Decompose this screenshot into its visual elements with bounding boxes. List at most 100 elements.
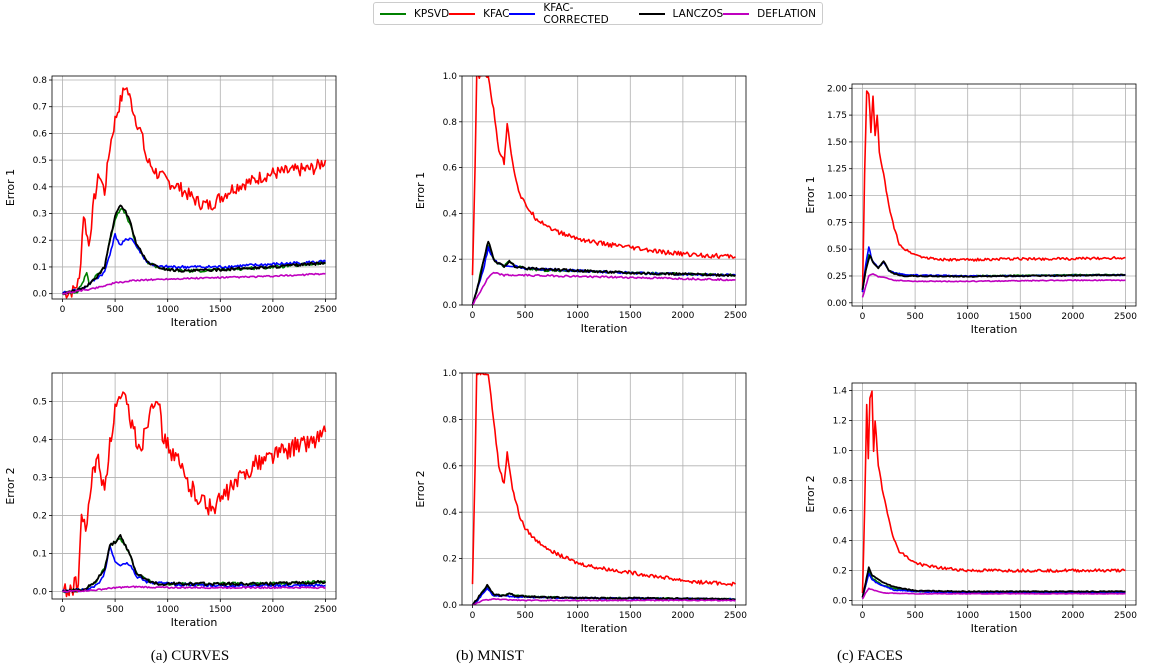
y-tick-label: 0.6 bbox=[443, 462, 458, 472]
y-tick-label: 0.0 bbox=[833, 597, 848, 607]
y-tick-label: 0.6 bbox=[33, 129, 48, 139]
series-line-kfac bbox=[61, 391, 327, 598]
legend-swatch bbox=[509, 12, 536, 15]
plot-frame bbox=[851, 382, 1137, 606]
series-line-lanczos bbox=[861, 254, 1126, 291]
series-group bbox=[861, 390, 1126, 600]
x-tick-label: 2000 bbox=[261, 605, 284, 615]
series-line-deflation bbox=[861, 273, 1126, 298]
y-axis-label: Error 2 bbox=[414, 470, 427, 507]
y-tick-label: 0.4 bbox=[33, 435, 48, 445]
legend-item-kfac: KFAC bbox=[449, 8, 509, 20]
series-line-kfac bbox=[471, 76, 736, 276]
legend-label: KFAC bbox=[483, 7, 510, 20]
y-tick-label: 0.0 bbox=[33, 290, 48, 300]
legend-swatch bbox=[638, 12, 665, 15]
x-axis-label: Iteration bbox=[581, 622, 628, 635]
x-axis-label: Iteration bbox=[971, 622, 1018, 635]
y-tick-label: 0.8 bbox=[443, 415, 458, 425]
chart-mnist-error2: 0 500 1000 1500 2000 2500 0.0 0.2 0.4 0.6 0.8 1.0 It… bbox=[414, 369, 747, 635]
x-tick-label: 1500 bbox=[619, 311, 642, 321]
chart-legend: KPSVD KFAC KFAC-CORRECTED LANCZOS DEFLAT… bbox=[373, 2, 823, 26]
x-tick-label: 1000 bbox=[956, 312, 979, 322]
y-axis-label: Error 2 bbox=[804, 475, 817, 512]
x-tick-label: 0 bbox=[860, 611, 866, 621]
series-group bbox=[471, 76, 736, 305]
series-group bbox=[61, 87, 327, 299]
series-line-kfac bbox=[861, 90, 1126, 293]
series-group bbox=[861, 90, 1126, 298]
y-axis-label: Error 1 bbox=[4, 169, 17, 206]
legend-swatch bbox=[449, 12, 476, 15]
y-axis-label: Error 1 bbox=[804, 176, 817, 213]
x-tick-label: 2500 bbox=[1114, 611, 1137, 621]
y-tick-label: 0.50 bbox=[827, 245, 847, 255]
y-tick-label: 0.75 bbox=[827, 218, 847, 228]
x-tick-label: 1000 bbox=[566, 311, 589, 321]
series-line-kfac-corrected bbox=[61, 232, 327, 295]
y-tick-label: 0.4 bbox=[833, 537, 848, 547]
series-line-deflation bbox=[472, 598, 736, 605]
x-axis-label: Iteration bbox=[581, 322, 628, 335]
series-line-deflation bbox=[62, 585, 326, 593]
x-axis-label: Iteration bbox=[171, 316, 218, 329]
caption-faces: (c) FACES bbox=[837, 648, 903, 664]
x-tick-label: 1000 bbox=[156, 305, 179, 315]
series-group bbox=[471, 373, 736, 605]
y-tick-label: 1.4 bbox=[833, 387, 848, 397]
y-axis-label: Error 2 bbox=[4, 467, 17, 504]
y-tick-label: 1.0 bbox=[443, 369, 458, 379]
x-tick-label: 2500 bbox=[1114, 312, 1137, 322]
x-tick-label: 0 bbox=[470, 311, 476, 321]
x-tick-label: 2500 bbox=[724, 611, 747, 621]
x-tick-label: 2000 bbox=[1061, 312, 1084, 322]
plot-frame bbox=[51, 75, 337, 300]
series-line-deflation bbox=[62, 272, 326, 295]
series-line-kpsvd bbox=[472, 585, 736, 605]
series-group bbox=[61, 391, 327, 598]
legend-label: KPSVD bbox=[414, 7, 450, 20]
y-tick-label: 0.3 bbox=[33, 210, 47, 220]
legend-label: KFAC-CORRECTED bbox=[543, 1, 609, 26]
legend-label: DEFLATION bbox=[757, 7, 816, 20]
x-tick-label: 1000 bbox=[956, 611, 979, 621]
y-tick-label: 0.1 bbox=[33, 549, 47, 559]
legend-item-kfac-corrected: KFAC-CORRECTED bbox=[509, 2, 638, 26]
y-tick-label: 1.75 bbox=[827, 111, 847, 121]
x-tick-label: 2500 bbox=[314, 605, 337, 615]
y-tick-label: 0.8 bbox=[443, 118, 458, 128]
y-tick-label: 0.3 bbox=[33, 473, 47, 483]
x-tick-label: 0 bbox=[60, 305, 66, 315]
x-tick-label: 0 bbox=[60, 605, 66, 615]
x-tick-label: 2000 bbox=[671, 311, 694, 321]
x-tick-label: 1500 bbox=[1009, 611, 1032, 621]
y-tick-label: 1.50 bbox=[827, 138, 847, 148]
legend-item-lanczos: LANCZOS bbox=[638, 8, 723, 20]
y-tick-label: 1.2 bbox=[833, 417, 847, 427]
y-tick-label: 0.0 bbox=[443, 601, 458, 611]
series-line-lanczos bbox=[62, 533, 327, 593]
y-tick-label: 0.2 bbox=[33, 511, 47, 521]
y-tick-label: 0.2 bbox=[833, 567, 847, 577]
y-tick-label: 0.2 bbox=[33, 236, 47, 246]
series-line-lanczos bbox=[62, 204, 326, 295]
y-tick-label: 0.8 bbox=[833, 477, 848, 487]
legend-item-kpsvd: KPSVD bbox=[380, 8, 449, 20]
y-tick-label: 0.0 bbox=[443, 301, 458, 311]
legend-swatch bbox=[723, 12, 750, 15]
y-tick-label: 0.0 bbox=[33, 587, 48, 597]
y-tick-label: 0.4 bbox=[443, 508, 458, 518]
y-tick-label: 0.4 bbox=[33, 183, 48, 193]
x-tick-label: 2000 bbox=[261, 305, 284, 315]
series-line-lanczos bbox=[861, 566, 1126, 598]
x-tick-label: 1000 bbox=[156, 605, 179, 615]
x-tick-label: 1500 bbox=[1009, 312, 1032, 322]
legend-swatch bbox=[380, 12, 406, 15]
y-tick-label: 1.25 bbox=[827, 165, 847, 175]
series-line-kfac bbox=[861, 390, 1126, 594]
series-line-deflation bbox=[861, 587, 1126, 600]
series-line-lanczos bbox=[471, 240, 736, 305]
plot-frame bbox=[461, 75, 747, 306]
caption-mnist: (b) MNIST bbox=[456, 648, 524, 664]
y-tick-label: 0.5 bbox=[33, 156, 47, 166]
